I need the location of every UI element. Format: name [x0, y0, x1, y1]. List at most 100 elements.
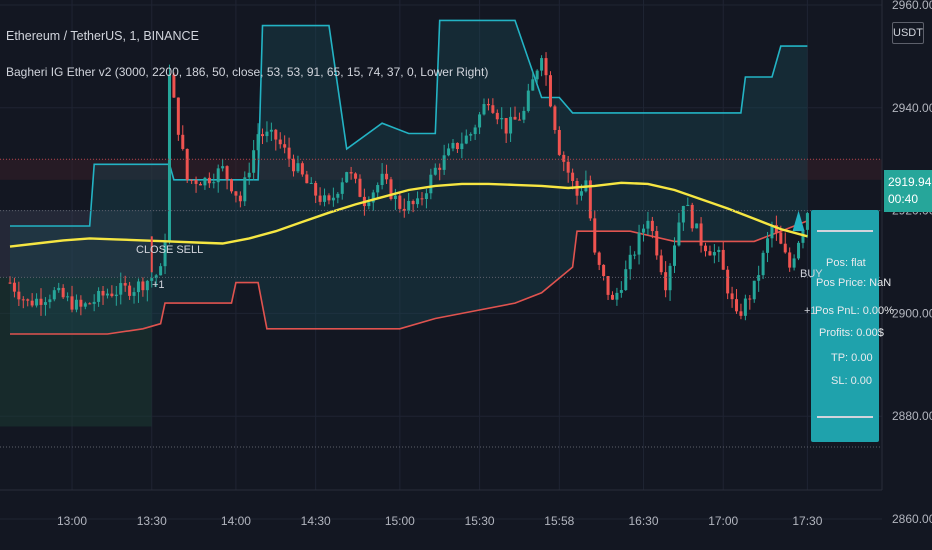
candle-body: [464, 135, 468, 144]
price-tick-label: 2940.00: [892, 101, 932, 115]
candle-body: [105, 293, 109, 296]
price-axis[interactable]: 2960.002940.002920.002900.002880.002860.…: [881, 0, 932, 526]
bar-countdown: 00:40: [888, 192, 919, 206]
price-tick-label: 2900.00: [892, 306, 932, 320]
candle-body: [805, 213, 809, 230]
ma-line: [9, 181, 808, 248]
candle-body: [79, 299, 83, 307]
candle-body: [119, 283, 123, 295]
indicator-legend[interactable]: Bagheri IG Ether v2 (3000, 2200, 186, 50…: [6, 65, 489, 79]
grid-lines: [0, 0, 882, 520]
candle-body: [593, 218, 597, 253]
candle-body: [619, 290, 623, 293]
buy-marker-arrow: [792, 210, 805, 232]
candle-body: [438, 167, 442, 170]
candle-body: [424, 193, 428, 200]
candle-body: [331, 197, 335, 201]
price-tick-label: 2860.00: [892, 512, 932, 526]
candle-body: [309, 182, 313, 184]
candle-body: [571, 172, 575, 181]
candle-body: [509, 116, 513, 134]
candle-body: [668, 265, 672, 291]
candle-body: [535, 70, 539, 80]
candle-body: [664, 272, 668, 291]
candle-body: [407, 200, 411, 211]
candle-body: [39, 298, 43, 305]
candle-body: [252, 150, 256, 173]
candle-body: [345, 172, 349, 183]
candle-body: [602, 264, 606, 277]
candle-body: [327, 195, 331, 201]
candle-body: [504, 118, 508, 134]
candle-body: [66, 296, 70, 298]
candle-body: [646, 220, 650, 229]
candle-body: [256, 134, 260, 151]
candle-body: [358, 178, 362, 197]
candle-body: [167, 74, 171, 242]
time-tick-label: 15:30: [465, 514, 495, 528]
candle-body: [455, 142, 459, 150]
candle-body: [305, 174, 309, 184]
candle-body: [712, 252, 716, 256]
candle-body: [681, 205, 685, 223]
status-position: Pos: flat: [826, 257, 866, 269]
candle-body: [420, 198, 424, 200]
candle-body: [57, 287, 61, 291]
candle-body: [522, 110, 526, 120]
candle-body: [163, 241, 167, 267]
time-axis[interactable]: 13:00 13:30 14:00 14:30 15:00 15:30 15:58 16:30…: [0, 489, 882, 528]
currency-badge[interactable]: USDT: [892, 22, 924, 44]
symbol-title[interactable]: Ethereum / TetherUS, 1, BINANCE: [6, 29, 199, 43]
candle-body: [752, 280, 756, 300]
candle-body: [123, 283, 127, 286]
candle-body: [761, 252, 765, 276]
candle-body: [48, 299, 52, 303]
time-tick-label: 16:30: [628, 514, 658, 528]
candle-body: [243, 177, 247, 202]
candle-body: [540, 58, 544, 71]
time-tick-label: 14:30: [301, 514, 331, 528]
status-stop-loss: SL: 0.00: [831, 375, 872, 387]
candle-body: [402, 208, 406, 211]
status-position-price: Pos Price: NaN: [816, 277, 892, 289]
candle-body: [181, 134, 185, 149]
candle-body: [770, 225, 774, 239]
candle-body: [797, 242, 801, 259]
candle-body: [721, 249, 725, 270]
price-candles: [8, 52, 809, 321]
candle-body: [478, 114, 482, 128]
candle-body: [526, 90, 530, 111]
candle-body: [234, 191, 238, 196]
price-tick-label: 2880.00: [892, 409, 932, 423]
candle-body: [154, 275, 158, 279]
candle-body: [74, 299, 78, 310]
candle-body: [336, 193, 340, 198]
candle-body: [677, 222, 681, 246]
candle-body: [238, 195, 242, 202]
candle-body: [788, 252, 792, 268]
candle-body: [748, 298, 752, 300]
candle-body: [495, 112, 499, 120]
moving-average: [9, 181, 808, 248]
candle-body: [132, 292, 136, 296]
candle-body: [269, 129, 273, 132]
last-price-badge: 2919.94 00:40: [884, 170, 932, 212]
candle-body: [416, 198, 420, 205]
candle-body: [610, 294, 614, 300]
candle-body: [566, 161, 570, 173]
candle-body: [717, 249, 721, 253]
candle-body: [101, 290, 105, 296]
candle-body: [442, 155, 446, 170]
candle-body: [531, 79, 535, 91]
candle-body: [491, 105, 495, 113]
candle-body: [247, 172, 251, 178]
trade-markers: [150, 210, 805, 273]
candle-body: [743, 298, 747, 316]
candle-body: [783, 243, 787, 253]
candle-body: [579, 191, 583, 196]
candle-body: [393, 195, 397, 199]
candle-body: [43, 302, 47, 305]
candle-body: [318, 195, 322, 202]
candle-body: [801, 229, 805, 243]
